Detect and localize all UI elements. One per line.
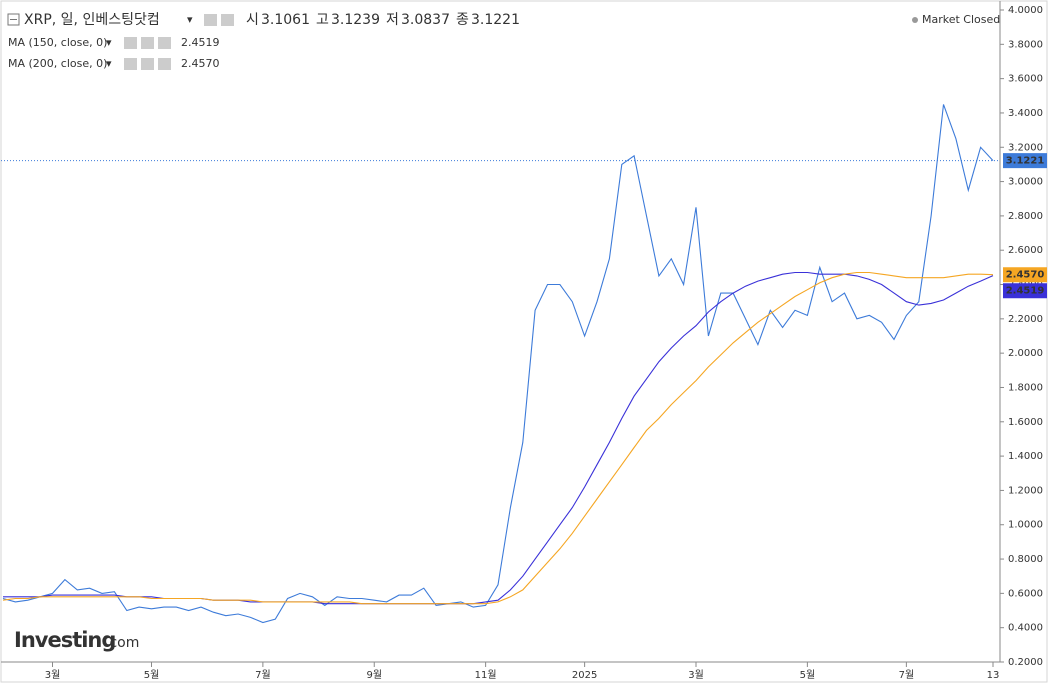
y-tick-label: 0.6000 (1008, 588, 1043, 599)
watermark-brand: Investing (14, 628, 115, 652)
y-tick-label: 2.2000 (1008, 314, 1043, 325)
x-tick-label: 11월 (475, 669, 497, 681)
x-tick-label: 9월 (366, 669, 382, 681)
y-tick-label: 2.8000 (1008, 211, 1043, 222)
legend-value: 2.4519 (181, 36, 220, 49)
x-tick-label: 5월 (144, 669, 160, 681)
x-tick-label: 5월 (800, 669, 816, 681)
watermark-suffix: .com (105, 635, 139, 651)
y-tick-label: 0.4000 (1008, 623, 1043, 634)
dropdown-arrow[interactable]: ▾ (187, 13, 193, 26)
y-tick-label: 1.6000 (1008, 417, 1043, 428)
series-line (2, 104, 994, 624)
legend-remove[interactable] (158, 37, 171, 49)
y-tick-label: 3.0000 (1008, 177, 1043, 188)
y-tick-label: 1.0000 (1008, 520, 1043, 531)
x-tick-label: 3월 (45, 669, 61, 681)
y-tick-label: 1.8000 (1008, 382, 1043, 393)
legend-eye[interactable] (124, 37, 137, 49)
price-badge-label: 2.4519 (1006, 286, 1045, 297)
y-tick-label: 3.8000 (1008, 39, 1043, 50)
y-tick-label: 3.2000 (1008, 142, 1043, 153)
y-tick-label: 3.4000 (1008, 108, 1043, 119)
legend-settings[interactable] (141, 37, 154, 49)
price-badge (1003, 267, 1047, 283)
y-tick-label: 0.2000 (1008, 657, 1043, 668)
ohlc-label: 고 (316, 12, 329, 28)
y-tick-label: 3.6000 (1008, 74, 1043, 85)
y-tick-label: 2.6000 (1008, 245, 1043, 256)
legend-arrow: ▾ (106, 36, 112, 49)
price-badge-label: 2.4570 (1006, 270, 1045, 281)
legend-name: MA (150, close, 0) (8, 36, 107, 49)
price-badge (1003, 283, 1047, 299)
price-badge-label: 3.1221 (1006, 156, 1045, 167)
ohlc-value: 3.1061 (261, 12, 310, 28)
legend-eye[interactable] (124, 58, 137, 70)
x-tick-label: 7월 (255, 669, 271, 681)
ohlc-value: 3.1239 (331, 12, 380, 28)
collapse-icon[interactable] (7, 13, 20, 26)
legend-settings[interactable] (141, 58, 154, 70)
ohlc-label: 시 (246, 12, 259, 28)
x-tick-label: 2025 (572, 670, 597, 681)
ohlc-value: 3.1221 (471, 12, 520, 28)
eye-icon[interactable] (204, 14, 217, 26)
series-line (2, 271, 994, 605)
price-badge (1003, 153, 1047, 169)
ohlc-label: 저 (386, 12, 399, 28)
y-tick-label: 2.0000 (1008, 348, 1043, 359)
ohlc-value: 3.0837 (401, 12, 450, 28)
x-tick-label: 7월 (899, 669, 915, 681)
settings-icon[interactable] (221, 14, 234, 26)
y-tick-label: 1.2000 (1008, 485, 1043, 496)
y-tick-label: 4.0000 (1008, 5, 1043, 16)
legend-name: MA (200, close, 0) (8, 57, 107, 70)
ohlc-label: 종 (456, 12, 469, 28)
legend-value: 2.4570 (181, 57, 220, 70)
y-tick-label: 1.4000 (1008, 451, 1043, 462)
legend-remove[interactable] (158, 58, 171, 70)
chart-title: XRP, 일, 인베스팅닷컴 (24, 12, 160, 28)
x-tick-label: 3월 (688, 669, 704, 681)
y-tick-label: 0.8000 (1008, 554, 1043, 565)
x-tick-label: 13 (987, 670, 1000, 681)
legend-arrow: ▾ (106, 57, 112, 70)
market-status: Market Closed (922, 13, 1000, 26)
status-dot (912, 17, 918, 23)
